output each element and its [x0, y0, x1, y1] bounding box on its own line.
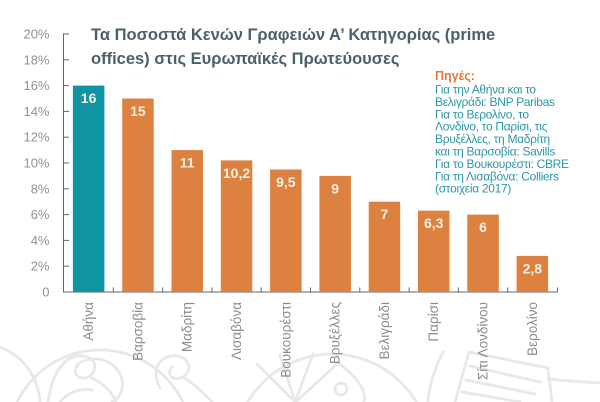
svg-text:15: 15: [130, 103, 146, 119]
svg-text:Πηγές:: Πηγές:: [435, 69, 475, 83]
svg-text:9: 9: [331, 180, 339, 196]
svg-text:20%: 20%: [23, 27, 49, 42]
svg-text:Σίτι Λονδίνου: Σίτι Λονδίνου: [476, 302, 491, 380]
svg-text:9,5: 9,5: [276, 174, 296, 190]
svg-text:7: 7: [381, 206, 389, 222]
svg-text:Για τη Λισαβόνα: Colliers: Για τη Λισαβόνα: Colliers: [435, 169, 559, 183]
svg-text:10%: 10%: [23, 156, 49, 171]
svg-text:18%: 18%: [23, 52, 49, 67]
svg-text:Βουκουρέστι: Βουκουρέστι: [278, 302, 293, 378]
svg-text:Μαδρίτη: Μαδρίτη: [180, 302, 195, 352]
svg-text:8%: 8%: [31, 181, 50, 196]
svg-text:και τη Βαρσοβία: Savills: και τη Βαρσοβία: Savills: [435, 145, 555, 159]
svg-text:Για το Βερολίνο, το: Για το Βερολίνο, το: [435, 107, 529, 121]
svg-text:Για την Αθήνα και το: Για την Αθήνα και το: [435, 83, 536, 97]
svg-text:16%: 16%: [23, 78, 49, 93]
svg-text:Παρίσι: Παρίσι: [426, 302, 441, 342]
svg-text:16: 16: [81, 90, 97, 106]
svg-text:Βελιγράδι: Βελιγράδι: [377, 302, 392, 360]
svg-text:offices) στις Ευρωπαϊκές Πρωτε: offices) στις Ευρωπαϊκές Πρωτεύουσες: [91, 50, 399, 68]
svg-text:Για το Βουκουρέστι: CBRE: Για το Βουκουρέστι: CBRE: [435, 157, 569, 171]
svg-text:6%: 6%: [31, 207, 50, 222]
svg-text:Λονδίνο, το Παρίσι, τις: Λονδίνο, το Παρίσι, τις: [435, 120, 548, 134]
svg-text:0: 0: [42, 285, 49, 300]
svg-text:2,8: 2,8: [523, 260, 543, 276]
svg-text:Βελιγράδι: BNP Paribas: Βελιγράδι: BNP Paribas: [435, 95, 555, 109]
svg-text:Βρυξέλλες: Βρυξέλλες: [328, 302, 343, 365]
svg-text:6,3: 6,3: [424, 215, 444, 231]
svg-text:14%: 14%: [23, 104, 49, 119]
svg-text:Αθήνα: Αθήνα: [81, 302, 96, 341]
svg-text:Βερολίνο: Βερολίνο: [525, 302, 540, 356]
svg-text:Τα Ποσοστά Κενών Γραφειών Α’ Κ: Τα Ποσοστά Κενών Γραφειών Α’ Κατηγορίας …: [91, 26, 495, 44]
svg-text:10,2: 10,2: [223, 165, 250, 181]
svg-text:11: 11: [180, 155, 195, 171]
svg-text:(στοιχεία 2017): (στοιχεία 2017): [435, 182, 511, 196]
svg-text:Λισαβόνα: Λισαβόνα: [229, 302, 244, 360]
svg-text:4%: 4%: [31, 233, 50, 248]
svg-text:6: 6: [479, 219, 487, 235]
svg-text:12%: 12%: [23, 130, 49, 145]
svg-text:Βαρσοβία: Βαρσοβία: [130, 302, 145, 361]
svg-text:2%: 2%: [31, 259, 50, 274]
svg-text:Βρυξέλλες, τη Μαδρίτη: Βρυξέλλες, τη Μαδρίτη: [435, 132, 550, 146]
